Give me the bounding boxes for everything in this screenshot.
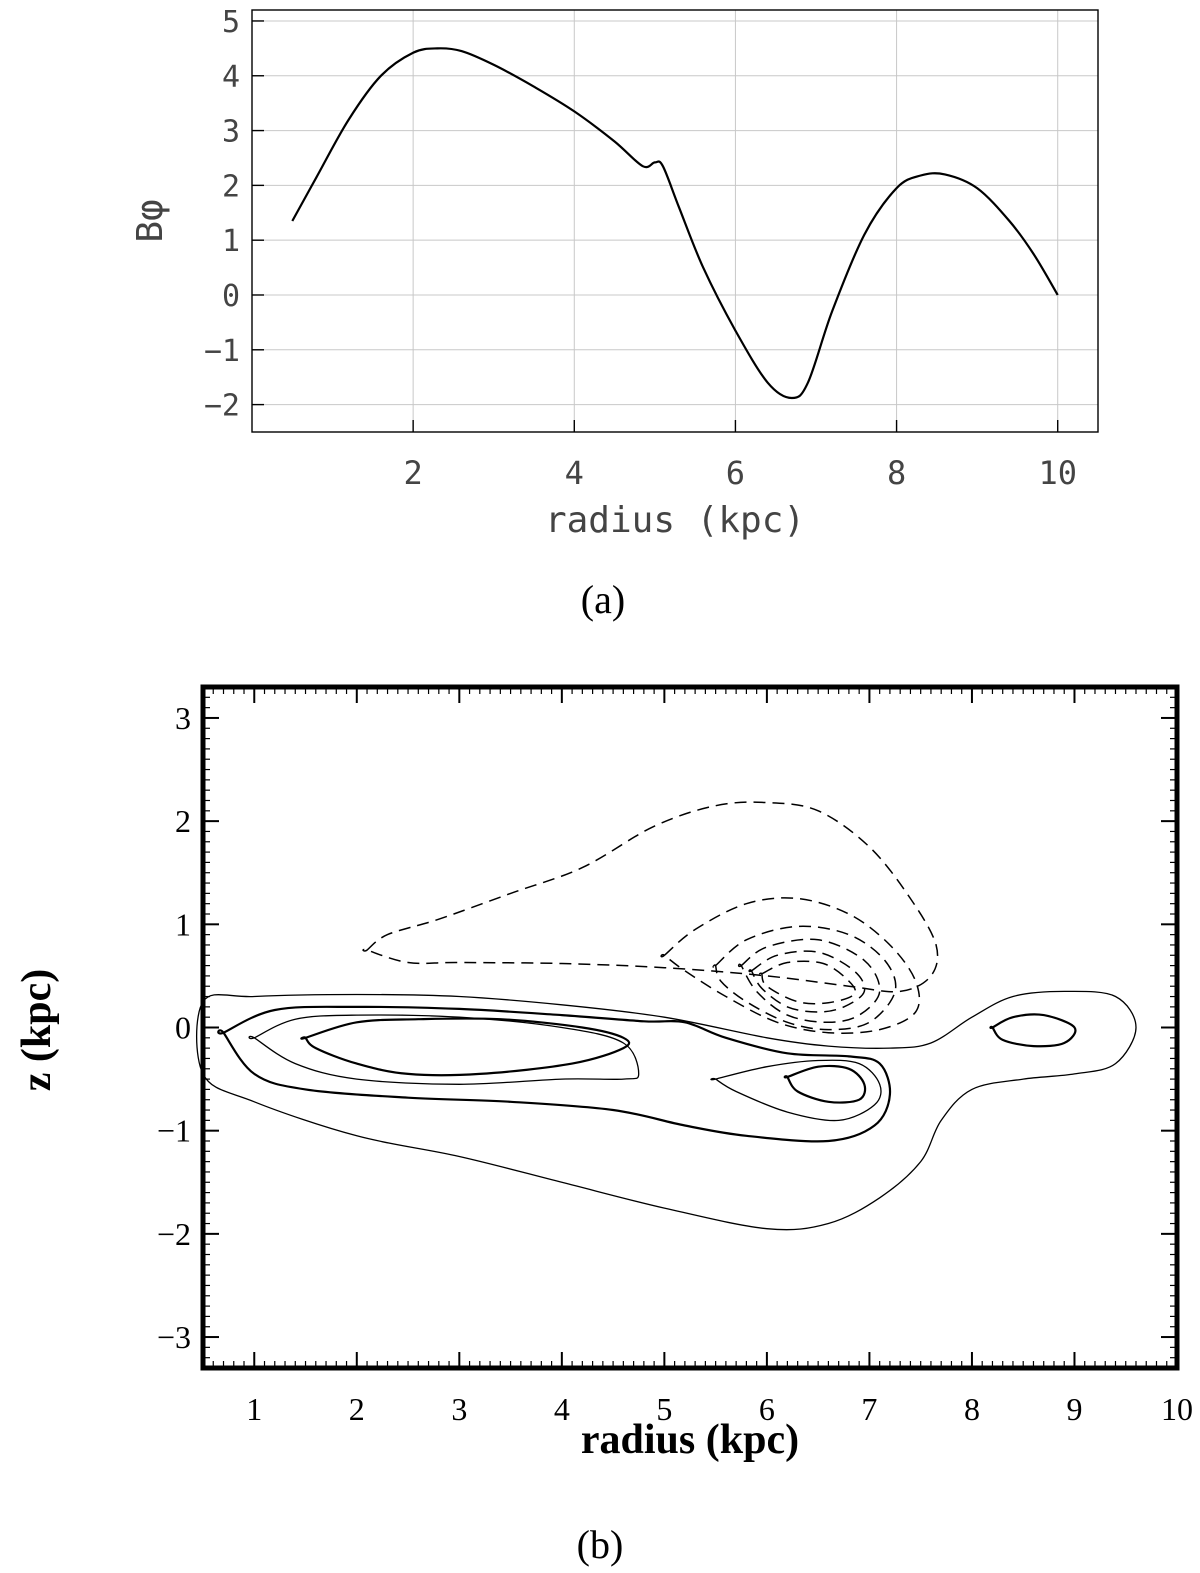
positive-contour <box>217 1005 892 1143</box>
panel-a-grid <box>252 10 1098 432</box>
negative-contour <box>660 897 921 1034</box>
panel-a-caption: (a) <box>581 577 625 622</box>
panel-a-x-tick-label: 2 <box>404 454 423 492</box>
panel-a-y-tick-label: 4 <box>222 60 240 95</box>
panel-a-x-tick-label: 6 <box>726 454 745 492</box>
negative-contour <box>737 938 881 1024</box>
panel-b-x-tick-label: 6 <box>759 1391 775 1427</box>
panel-a-x-tick-label: 8 <box>887 454 906 492</box>
panel-a-y-tick-label: −1 <box>204 334 240 369</box>
negative-contour <box>748 950 866 1013</box>
panel-b-x-tick-label: 2 <box>349 1391 365 1427</box>
panel-a-y-tick-label: 0 <box>222 279 240 314</box>
panel-b-x-tick-label: 7 <box>861 1391 877 1427</box>
panel-a-y-tick-label: 1 <box>222 224 240 259</box>
negative-contour <box>712 925 897 1031</box>
panel-b-y-tick-label: 3 <box>175 700 191 736</box>
panel-b-y-tick-label: 0 <box>175 1010 191 1046</box>
panel-b-y-tick-label: 1 <box>175 906 191 942</box>
panel-b-plot-frame <box>200 684 1180 1371</box>
negative-contour <box>758 960 857 1005</box>
panel-b-x-tick-label: 4 <box>554 1391 570 1427</box>
positive-contour <box>783 1064 867 1104</box>
positive-contour <box>300 1017 631 1077</box>
panel-a-x-axis-label: radius (kpc) <box>545 500 805 541</box>
positive-contour <box>989 1013 1077 1048</box>
panel-b-contours <box>196 801 1137 1231</box>
panel-a-y-ticks: 5 4 3 2 1 0 −1 −2 <box>204 5 264 424</box>
panel-a-y-tick-label: −2 <box>204 389 240 424</box>
panel-b-x-tick-label: 5 <box>656 1391 672 1427</box>
panel-b-x-tick-label: 10 <box>1161 1391 1193 1427</box>
panel-a-x-ticks: 2 4 6 8 10 <box>404 420 1077 492</box>
panel-b-y-tick-label: −2 <box>157 1216 191 1252</box>
panel-b-y-tick-label: −1 <box>157 1113 191 1149</box>
panel-b-x-tick-label: 1 <box>246 1391 262 1427</box>
panel-a-y-tick-label: 3 <box>222 115 240 150</box>
panel-a-y-tick-label: 5 <box>222 5 240 40</box>
panel-b-x-tick-label: 8 <box>964 1391 980 1427</box>
panel-b-caption: (b) <box>577 1522 624 1567</box>
panel-a-y-tick-label: 2 <box>222 169 240 204</box>
positive-contour <box>196 990 1137 1231</box>
panel-b-y-tick-label: 2 <box>175 803 191 839</box>
panel-b-x-axis-label: radius (kpc) <box>581 1417 799 1463</box>
bphi-curve <box>291 47 1059 400</box>
panel-a-x-tick-label: 4 <box>565 454 584 492</box>
panel-a-plot-frame <box>251 9 1099 433</box>
panel-b-x-tick-label: 9 <box>1066 1391 1082 1427</box>
panel-a-y-axis-label: Bφ <box>130 199 171 242</box>
panel-b-y-tick-label: −3 <box>157 1319 191 1355</box>
positive-contour <box>248 1014 640 1085</box>
panel-b-x-tick-label: 3 <box>451 1391 467 1427</box>
panel-a-x-tick-label: 10 <box>1038 454 1077 492</box>
positive-contour <box>710 1059 882 1122</box>
negative-contour <box>362 801 939 993</box>
panel-b-y-axis-label: z (kpc) <box>14 969 60 1091</box>
